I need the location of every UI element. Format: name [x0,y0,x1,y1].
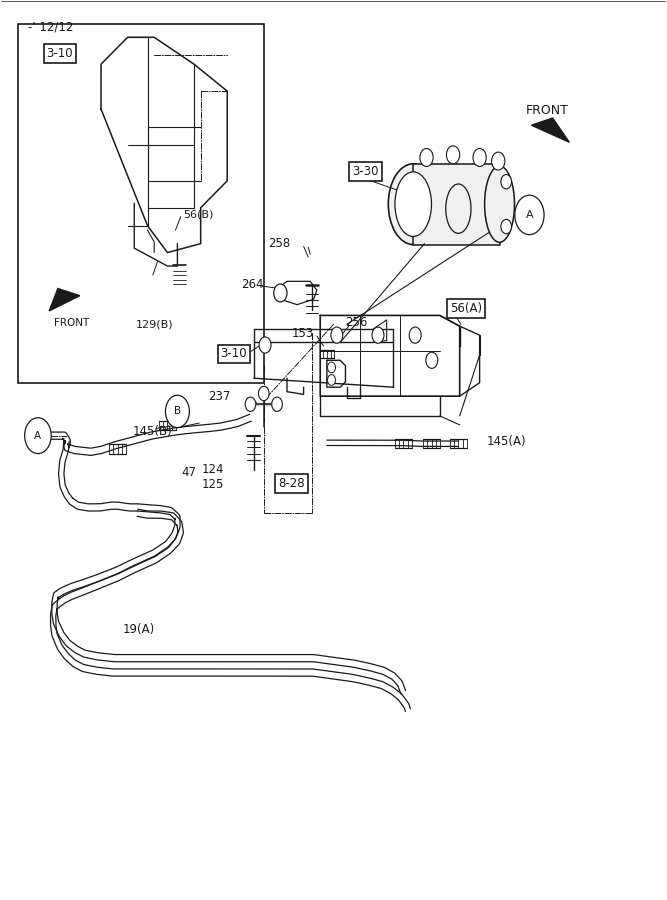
Circle shape [372,327,384,343]
Bar [18,23,263,382]
Text: 56(B): 56(B) [183,209,213,219]
Circle shape [327,362,336,373]
Circle shape [492,152,505,170]
Text: 129(B): 129(B) [135,320,173,329]
Text: 56(A): 56(A) [450,302,482,315]
Text: 124: 124 [201,464,224,476]
Circle shape [258,386,269,400]
Circle shape [420,148,433,166]
Bar [414,164,500,245]
Text: 3-10: 3-10 [47,47,73,60]
Text: 125: 125 [201,478,224,491]
Text: -' 12/12: -' 12/12 [28,21,73,34]
Circle shape [446,146,460,164]
Circle shape [271,397,282,411]
Text: 153: 153 [291,327,313,340]
Text: B: B [174,407,181,417]
Text: 256: 256 [346,316,368,329]
Text: A: A [35,430,41,441]
Ellipse shape [388,164,438,245]
Text: 145(B): 145(B) [132,425,172,437]
Text: FRONT: FRONT [526,104,569,117]
Text: 8-28: 8-28 [278,477,305,490]
Circle shape [165,395,189,428]
Circle shape [259,337,271,353]
Circle shape [25,418,51,454]
Text: 47: 47 [182,466,197,479]
Circle shape [331,327,343,343]
Polygon shape [49,289,80,310]
Text: FRONT: FRONT [53,319,89,328]
Text: 258: 258 [268,237,290,250]
Ellipse shape [485,166,514,242]
Text: 19(A): 19(A) [122,623,155,636]
Circle shape [501,175,512,189]
Circle shape [273,284,287,302]
Text: 237: 237 [208,390,231,402]
Text: 3-30: 3-30 [352,166,379,178]
Circle shape [473,148,486,166]
Text: 3-10: 3-10 [221,347,247,361]
Circle shape [245,397,255,411]
Ellipse shape [446,184,471,233]
Circle shape [515,195,544,235]
Circle shape [501,220,512,234]
Text: 145(A): 145(A) [486,435,526,447]
Circle shape [327,374,336,385]
Ellipse shape [395,172,432,237]
Circle shape [426,352,438,368]
Polygon shape [532,118,570,142]
Circle shape [410,327,421,343]
Text: 264: 264 [241,277,263,291]
Text: A: A [526,210,533,220]
